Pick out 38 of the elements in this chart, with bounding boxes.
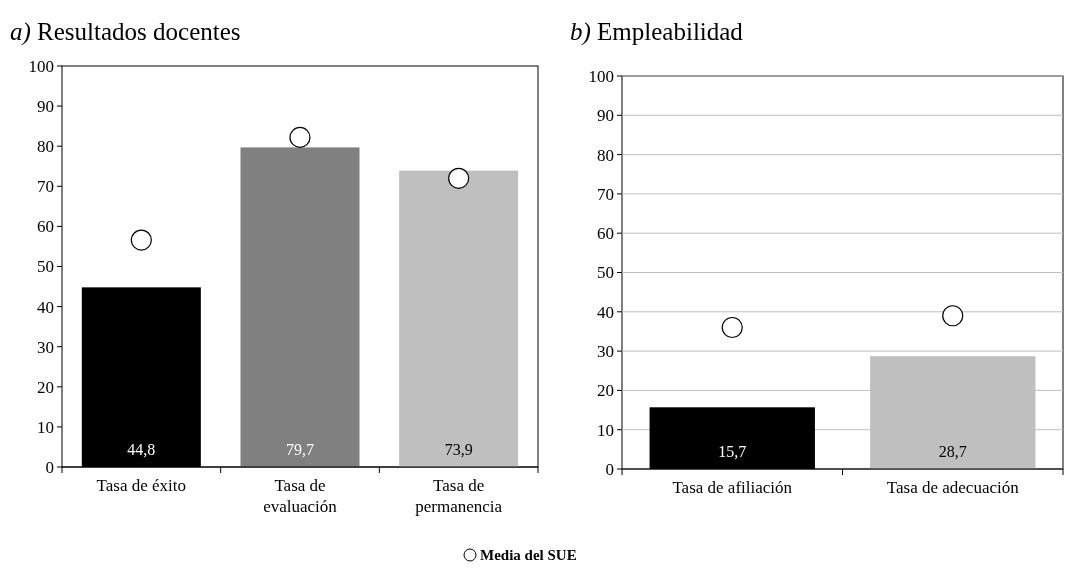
data-label: 79,7 [286, 441, 314, 458]
y-tick-label: 10 [37, 417, 54, 437]
bar [240, 147, 360, 467]
x-tick-label: Tasa de evaluación [263, 476, 338, 516]
y-tick-label: 0 [45, 457, 54, 477]
y-tick-label: 0 [605, 459, 614, 479]
data-label: 28,7 [938, 443, 967, 460]
y-tick-label: 30 [37, 337, 54, 357]
legend-label: Media del SUE [480, 547, 577, 564]
y-tick-label: 60 [37, 217, 54, 237]
y-tick-label: 60 [597, 224, 614, 244]
y-tick-label: 40 [37, 297, 54, 317]
y-tick-label: 20 [37, 377, 54, 397]
data-label: 73,9 [444, 441, 473, 458]
chart-title: a) Resultados docentes [10, 18, 241, 46]
chart-title: b) Empleabilidad [570, 18, 744, 46]
y-tick-label: 100 [588, 66, 614, 86]
data-label: 44,8 [127, 441, 156, 458]
point [448, 167, 470, 189]
y-tick-label: 40 [597, 302, 614, 322]
y-tick-label: 50 [37, 257, 54, 277]
y-tick-label: 70 [597, 184, 614, 204]
y-tick-label: 90 [597, 106, 614, 126]
y-tick-label: 50 [597, 263, 614, 283]
y-tick-label: 30 [597, 342, 614, 362]
y-tick-label: 10 [597, 420, 614, 440]
y-tick-label: 100 [28, 56, 54, 76]
x-tick-label: Tasa de éxito [96, 476, 187, 495]
y-tick-label: 70 [37, 177, 54, 197]
x-tick-label: Tasa de permanencia [415, 476, 503, 516]
y-tick-label: 80 [597, 145, 614, 165]
y-tick-label: 90 [37, 97, 54, 117]
y-tick-label: 20 [597, 381, 614, 401]
data-label: 15,7 [718, 443, 747, 460]
x-tick-label: Tasa de adecuación [886, 478, 1020, 497]
x-tick-label: Tasa de afiliación [672, 478, 793, 497]
bar [399, 170, 519, 467]
y-tick-label: 80 [37, 137, 54, 157]
